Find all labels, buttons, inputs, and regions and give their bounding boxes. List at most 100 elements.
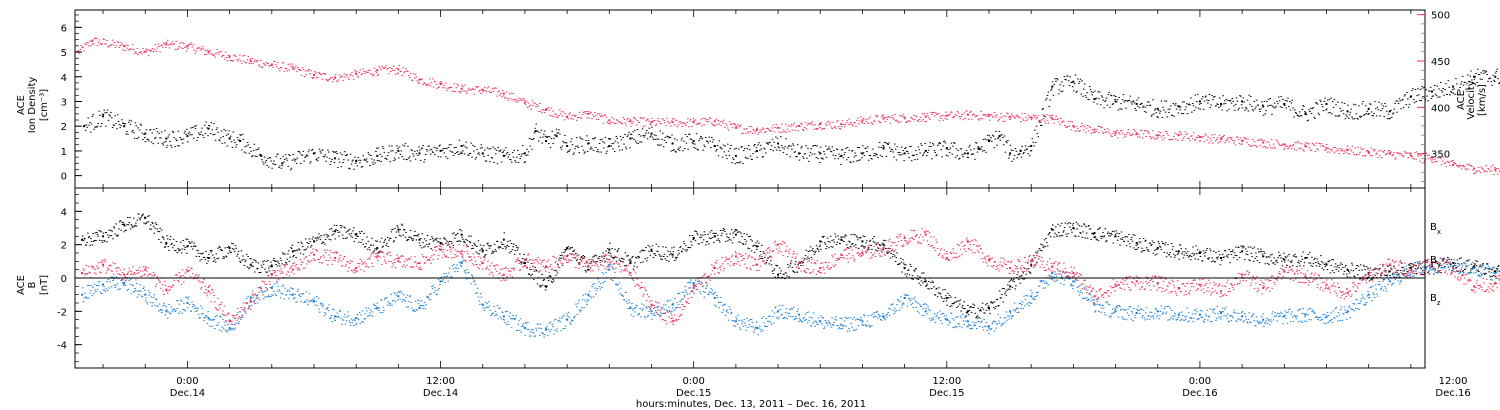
velocity-series-sample: [189, 44, 192, 46]
velocity-series-sample: [1451, 160, 1453, 162]
bx-series-sample: [818, 245, 821, 247]
bx-series-sample: [1145, 247, 1148, 249]
velocity-series-sample: [222, 54, 224, 56]
bx-series-sample: [890, 252, 892, 254]
density-series-sample: [90, 123, 93, 125]
bx-series-sample: [627, 255, 630, 257]
bx-series: [80, 213, 1500, 319]
density-series-sample: [322, 149, 324, 151]
bx-series-sample: [934, 294, 937, 296]
velocity-series-sample: [211, 53, 214, 55]
bx-series-sample: [1110, 232, 1112, 234]
density-series-sample: [1261, 104, 1264, 106]
velocity-series-point: [966, 113, 969, 116]
bx-series-sample: [94, 232, 97, 234]
velocity-series-sample: [524, 104, 527, 106]
velocity-series-sample: [1251, 138, 1254, 140]
velocity-series-sample: [810, 122, 813, 124]
velocity-series-sample: [1183, 136, 1186, 138]
velocity-series-sample: [1412, 158, 1414, 160]
density-series-point: [1114, 100, 1117, 103]
velocity-series-sample: [1126, 131, 1129, 133]
density-series-sample: [970, 153, 973, 155]
density-series-sample: [1456, 83, 1458, 85]
bx-series-sample: [422, 242, 424, 244]
bx-series-sample: [614, 248, 616, 250]
velocity-series-sample: [671, 118, 674, 120]
density-series-sample: [605, 152, 608, 154]
velocity-series-sample: [126, 47, 128, 49]
velocity-series-sample: [499, 94, 501, 96]
density-series-sample: [197, 132, 200, 134]
bx-series-sample: [241, 259, 243, 261]
density-series-sample: [995, 130, 997, 132]
density-series-sample: [524, 161, 527, 163]
velocity-series-sample: [1391, 155, 1393, 157]
bx-series-sample: [1029, 272, 1032, 274]
bx-series-sample: [262, 261, 264, 263]
velocity-series-sample: [264, 64, 267, 66]
density-series-sample: [689, 133, 691, 135]
bx-series-sample: [720, 235, 723, 237]
velocity-series-sample: [585, 111, 588, 113]
density-series-sample: [997, 138, 999, 140]
velocity-series-sample: [1248, 144, 1250, 146]
density-series-sample: [965, 149, 968, 151]
bx-series-sample: [333, 224, 336, 226]
density-series-sample: [634, 129, 636, 131]
bx-series-sample: [264, 268, 266, 270]
density-series-sample: [472, 144, 474, 146]
bx-series-sample: [373, 250, 376, 252]
density-series-sample: [1474, 76, 1477, 78]
density-series-sample: [1018, 153, 1021, 155]
density-series-sample: [132, 129, 134, 131]
velocity-series-sample: [620, 122, 623, 124]
bx-series-sample: [844, 234, 847, 236]
density-series-sample: [1267, 98, 1270, 100]
density-series-sample: [871, 158, 873, 160]
density-series-point: [1473, 75, 1476, 78]
velocity-series-sample: [971, 114, 974, 116]
velocity-series-sample: [423, 82, 425, 84]
velocity-series-sample: [519, 100, 521, 102]
density-series-sample: [1100, 95, 1103, 97]
density-series-sample: [1281, 107, 1283, 109]
density-series-sample: [521, 153, 523, 155]
velocity-series-sample: [449, 86, 452, 88]
bx-series-sample: [413, 235, 415, 237]
velocity-series-sample: [956, 110, 959, 112]
velocity-series-sample: [1315, 142, 1318, 144]
bx-series-sample: [293, 254, 295, 256]
density-series-sample: [799, 152, 802, 154]
velocity-series-sample: [353, 78, 355, 80]
velocity-series-sample: [858, 123, 860, 125]
bx-series-sample: [873, 236, 875, 238]
bx-series-sample: [995, 306, 997, 308]
density-series-sample: [573, 152, 575, 154]
velocity-series-sample: [1464, 167, 1467, 169]
bx-series-sample: [860, 237, 862, 239]
density-series-sample: [936, 154, 938, 156]
density-series-sample: [791, 143, 794, 145]
velocity-series-sample: [847, 123, 850, 125]
density-series-sample: [1114, 98, 1116, 100]
velocity-series-sample: [608, 123, 610, 125]
density-series-sample: [1165, 100, 1168, 102]
velocity-series-sample: [1384, 154, 1387, 156]
bx-series-sample: [803, 259, 805, 261]
velocity-series-sample: [940, 118, 943, 120]
density-series-sample: [872, 148, 874, 150]
density-series-sample: [335, 151, 338, 153]
bx-series-sample: [874, 242, 876, 244]
density-series-sample: [412, 153, 414, 155]
bx-series-sample: [409, 229, 412, 231]
bx-series-point: [1494, 270, 1497, 273]
bx-series-sample: [84, 237, 86, 239]
velocity-series-sample: [963, 112, 965, 114]
density-series-sample: [624, 146, 627, 148]
velocity-series-sample: [1401, 155, 1404, 157]
velocity-series-sample: [1161, 139, 1164, 141]
velocity-series-sample: [839, 128, 842, 130]
bx-series-point: [545, 285, 548, 288]
bx-series-sample: [924, 278, 926, 280]
